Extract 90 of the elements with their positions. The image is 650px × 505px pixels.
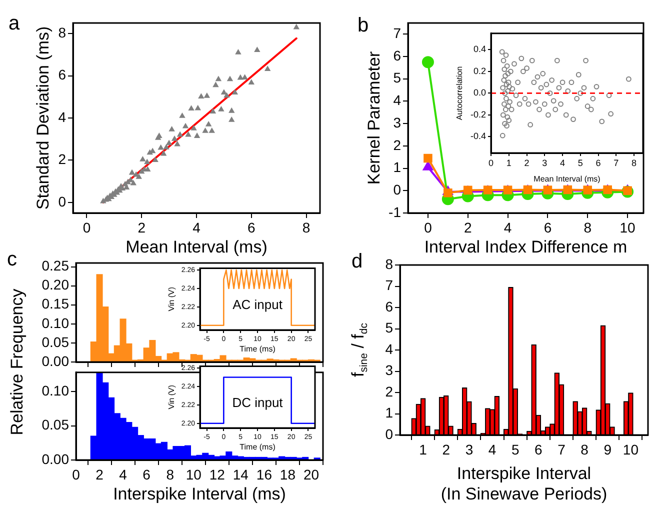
y-tick-label: 0.00 — [42, 352, 70, 369]
x-tick-label: 9 — [604, 441, 612, 458]
annotation: AC input — [232, 296, 283, 312]
y-axis-title: fsine / fdc — [348, 322, 370, 378]
y-tick-label: 0.15 — [42, 296, 70, 312]
annotation: DC input — [232, 394, 284, 410]
x-tick-label: 10 — [186, 466, 202, 482]
x-tick-label: 4 — [560, 158, 566, 168]
y-tick-label: 0.05 — [42, 334, 70, 350]
y-tick-label: 4 — [393, 92, 402, 108]
y-tick-label: 0.05 — [42, 416, 70, 433]
y-tick-label: 0.4 — [473, 44, 486, 54]
y-tick-label: -0.4 — [470, 131, 486, 142]
x-tick-label: 2 — [138, 219, 146, 236]
x-tick-label: 5 — [511, 441, 520, 458]
x-tick-label: 0 — [488, 158, 494, 168]
x-tick-label: 20 — [303, 466, 320, 482]
x-tick-label: 8 — [166, 466, 174, 482]
x-tick-label: 0 — [72, 466, 80, 482]
x-tick-label: 4 — [488, 441, 496, 458]
y-axis-title: Standard Deviation (ms) — [34, 26, 53, 210]
y-tick-label: 2 — [385, 383, 394, 400]
chart-title: d — [351, 250, 363, 273]
x-axis-title: Interspike Interval (In Sinewave Periods) — [440, 464, 608, 504]
x-axis-title: Time (ms) — [240, 344, 276, 354]
chart-title: c — [7, 248, 17, 271]
x-tick-label: 6 — [247, 219, 256, 236]
y-tick-label: 0.0 — [473, 88, 486, 98]
x-tick-label: 8 — [584, 219, 592, 236]
y-tick-label: -0.2 — [470, 109, 486, 120]
y-axis-title: Kernel Parameter — [364, 51, 384, 185]
x-tick-label: 2 — [96, 466, 104, 482]
y-tick-label: -1 — [388, 204, 402, 220]
x-tick-label: 14 — [232, 466, 249, 482]
x-tick-label: 0 — [82, 219, 91, 236]
x-tick-label: 7 — [558, 441, 566, 458]
x-tick-label: 16 — [256, 466, 272, 482]
chart-title: a — [8, 12, 20, 35]
x-tick-label: 7 — [614, 158, 619, 168]
y-tick-label: 6 — [58, 66, 66, 83]
y-tick-label: 0.20 — [42, 276, 70, 293]
y-tick-label: 0 — [393, 182, 402, 198]
y-axis-title: Vin (V) — [167, 384, 176, 410]
y-tick-label: 6 — [393, 47, 402, 64]
y-tick-label: 7 — [385, 277, 394, 294]
x-axis-title: Mean Interval (ms) — [126, 237, 268, 256]
y-tick-label: 1 — [385, 404, 394, 421]
chart-title: b — [357, 14, 369, 37]
x-tick-label: 8 — [632, 158, 637, 168]
x-axis-title: Time (ms) — [240, 442, 276, 452]
x-tick-label: 6 — [142, 466, 151, 482]
x-tick-label: 5 — [578, 158, 583, 168]
x-axis-title: Interspike Interval (ms) — [113, 484, 286, 504]
y-axis-title: Vin (V) — [167, 286, 176, 312]
x-tick-label: 4 — [119, 466, 128, 482]
y-tick-label: 3 — [393, 114, 402, 130]
y-tick-label: 4 — [58, 108, 66, 125]
y-axis-title: Relative Frequency — [8, 288, 27, 436]
y-tick-label: 3 — [385, 362, 394, 378]
x-tick-label: 10 — [622, 441, 639, 458]
x-tick-label: 18 — [280, 466, 296, 482]
x-tick-label: 2 — [442, 441, 450, 458]
x-tick-label: 1 — [419, 441, 428, 458]
x-axis-title: Mean Interval (ms) — [534, 174, 601, 184]
x-tick-label: 8 — [302, 219, 310, 236]
x-tick-label: 3 — [542, 158, 548, 168]
y-axis-title: Autocorrelation — [455, 66, 464, 120]
y-tick-label: 0.25 — [42, 258, 70, 274]
y-tick-label: 0 — [58, 193, 66, 210]
y-tick-label: 0.00 — [42, 450, 70, 467]
x-tick-label: 6 — [534, 441, 543, 458]
y-tick-label: 8 — [58, 24, 66, 40]
x-tick-label: 1 — [506, 158, 512, 168]
y-tick-label: 8 — [385, 256, 394, 272]
y-tick-label: 0.10 — [42, 314, 70, 331]
x-tick-label: 8 — [580, 441, 589, 458]
x-axis-title: Interval Index Difference m — [424, 237, 628, 256]
y-tick-label: 0.10 — [42, 382, 70, 398]
x-tick-label: 6 — [596, 158, 601, 168]
y-tick-label: 7 — [393, 25, 402, 42]
y-tick-label: 5 — [393, 70, 402, 86]
x-tick-label: 6 — [544, 219, 552, 236]
x-tick-label: 12 — [209, 466, 226, 482]
x-tick-label: 2 — [524, 158, 530, 168]
x-tick-label: 4 — [504, 219, 512, 236]
x-tick-label: 10 — [620, 219, 636, 236]
x-tick-label: 0 — [424, 219, 432, 236]
y-tick-label: 2 — [393, 136, 402, 153]
y-tick-label: 0.2 — [473, 66, 486, 76]
y-tick-label: 6 — [385, 298, 394, 314]
